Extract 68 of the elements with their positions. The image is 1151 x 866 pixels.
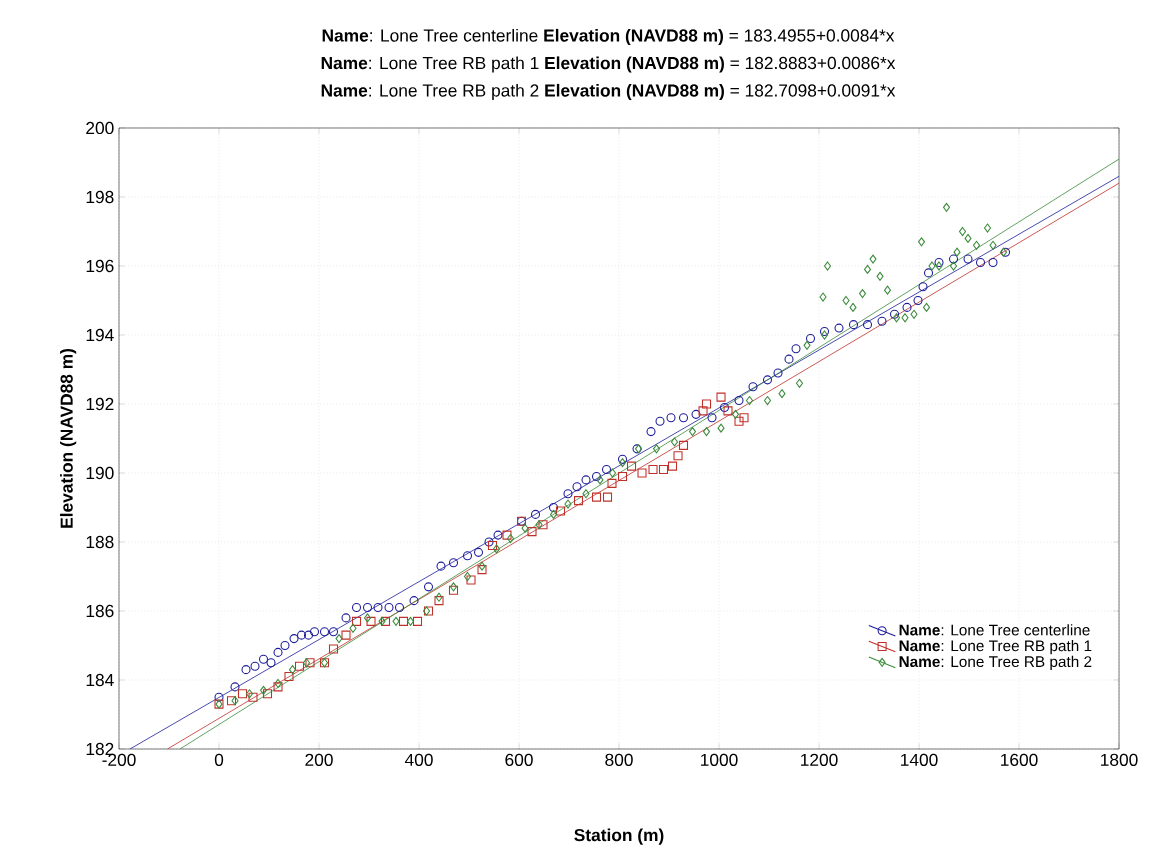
point	[701, 399, 712, 409]
point	[667, 461, 678, 471]
legend-label: Name: Lone Tree centerline	[899, 624, 1090, 636]
point	[527, 527, 537, 537]
point	[351, 616, 362, 626]
point	[573, 496, 584, 506]
point	[637, 468, 647, 478]
x-tick-label: 1600	[1001, 753, 1038, 766]
x-tick-label: 1800	[1101, 753, 1138, 766]
point	[328, 644, 339, 654]
point	[648, 465, 658, 475]
legend-label: Name: Lone Tree RB path 2	[899, 655, 1092, 671]
point	[716, 392, 726, 402]
y-axis-title: Elevation (NAVD88 m)	[60, 349, 77, 528]
x-tick-label: 800	[605, 753, 633, 766]
x-tick-label: 1000	[701, 753, 738, 766]
point	[380, 616, 391, 626]
y-tick-label: 194	[86, 328, 114, 342]
point	[723, 406, 733, 416]
point	[248, 692, 258, 702]
point	[658, 465, 669, 475]
x-tick-label: 200	[305, 753, 333, 766]
point	[237, 689, 248, 699]
y-tick-label: 188	[86, 535, 114, 549]
point	[262, 689, 273, 699]
point	[284, 672, 294, 682]
point	[502, 530, 512, 540]
y-tick-label: 192	[86, 397, 114, 411]
x-tick-label: 400	[404, 753, 433, 766]
y-tick-label: 190	[86, 466, 114, 480]
point	[591, 492, 602, 502]
point	[555, 506, 566, 516]
point	[226, 696, 237, 706]
point	[734, 416, 744, 426]
x-tick-label: 600	[505, 753, 533, 766]
text: Name: Lone Tree centerline Elevation (NAVD88 m) = 183.4955+0.0084*x	[322, 28, 895, 46]
point	[698, 406, 708, 416]
point	[739, 413, 749, 423]
y-tick-label: 200	[86, 121, 114, 135]
x-tick-label: 1400	[901, 753, 938, 766]
legend-label: Name: Lone Tree RB path 1	[899, 640, 1092, 655]
y-tick-label: 196	[86, 259, 114, 273]
point	[673, 451, 683, 461]
point	[341, 630, 351, 640]
x-tick-label: 0	[214, 753, 224, 766]
point	[412, 616, 423, 626]
y-tick-label: 198	[86, 190, 114, 204]
x-axis-title: Station (m)	[574, 828, 664, 845]
point	[466, 575, 476, 585]
point	[487, 540, 498, 550]
point	[617, 471, 628, 481]
point	[294, 661, 305, 671]
point	[626, 461, 637, 471]
point	[366, 616, 376, 626]
point	[477, 565, 487, 575]
point	[305, 658, 315, 668]
y-tick-label: 184	[86, 673, 114, 687]
point	[678, 440, 689, 450]
y-tick-label: 186	[86, 604, 114, 618]
point	[602, 492, 613, 502]
point	[434, 596, 444, 606]
x-tick-label: 1200	[801, 753, 838, 766]
point	[538, 520, 548, 530]
point	[398, 616, 409, 626]
text: Name: Lone Tree RB path 1 Elevation (NAVD88 m) = 182.8883+0.0086*x	[321, 56, 896, 73]
point	[273, 682, 283, 692]
text: Name: Lone Tree RB path 2 Elevation (NAVD88 m) = 182.7098+0.0091*x	[321, 83, 896, 101]
point	[607, 478, 617, 488]
